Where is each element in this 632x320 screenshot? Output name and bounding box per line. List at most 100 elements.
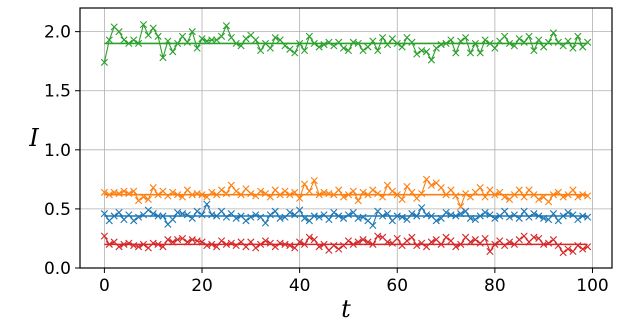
data-point-marker [549,210,558,218]
data-point-marker [408,38,416,46]
data-point-marker [461,189,470,198]
data-point-marker [584,213,592,221]
data-point-marker [418,204,426,212]
data-point-marker [213,36,221,44]
data-point-marker [515,186,523,194]
data-point-marker [544,215,553,224]
data-point-marker [437,214,445,222]
data-point-marker [276,36,284,44]
data-point-marker [344,211,353,219]
data-point-marker [188,214,196,222]
data-point-marker [310,176,318,185]
data-point-marker [217,186,226,194]
data-point-marker [178,32,187,40]
data-point-marker [559,193,567,201]
data-point-marker [520,38,528,46]
data-point-marker [325,38,333,46]
data-point-marker [183,238,191,246]
data-point-marker [584,192,592,200]
data-point-marker [134,197,143,205]
data-point-marker [427,238,436,246]
data-point-marker [115,28,123,36]
data-point-marker [339,44,348,52]
y-axis-label: I [28,124,39,152]
data-point-marker [315,243,323,251]
data-point-marker [256,213,265,221]
plot-frame [79,7,613,269]
data-point-marker [213,243,221,251]
data-point-marker [422,48,431,56]
data-point-marker [369,37,377,45]
data-point-marker [388,187,396,195]
data-point-marker [354,197,362,205]
data-point-marker [330,42,338,50]
data-point-marker [574,193,582,201]
data-point-marker [222,22,231,30]
data-point-marker [198,191,206,199]
data-point-marker [100,58,108,66]
data-point-marker [544,38,553,46]
data-point-marker [427,181,436,189]
data-point-marker [125,189,133,198]
data-point-marker [584,38,592,46]
data-point-marker [461,33,470,42]
data-point-marker [286,208,294,217]
data-point-marker [286,45,294,53]
data-point-marker [369,240,377,248]
data-point-marker [481,193,489,201]
data-point-marker [369,186,377,194]
x-tick-label: 80 [484,276,506,296]
data-point-marker [432,44,440,52]
data-point-marker [515,35,523,43]
data-point-marker [130,36,138,44]
data-point-marker [549,236,558,244]
data-point-marker [164,192,172,200]
data-point-marker [374,189,382,198]
data-point-marker [154,32,162,40]
data-point-marker [300,240,309,248]
data-point-marker [178,234,187,243]
data-point-marker [505,213,514,221]
data-point-marker [159,212,167,220]
data-point-marker [398,213,406,221]
data-point-marker [139,240,148,248]
data-point-marker [266,211,274,219]
data-point-marker [120,36,128,44]
data-point-marker [120,187,128,195]
data-point-marker [491,214,499,222]
data-point-marker [139,193,148,201]
data-point-marker [359,46,367,55]
data-point-marker [442,233,450,241]
data-point-marker [408,233,416,241]
data-point-marker [296,206,304,214]
data-point-marker [242,35,250,43]
data-point-marker [300,214,309,222]
data-point-marker [261,219,270,227]
data-point-marker [105,36,113,44]
x-axis-label: t [341,295,351,320]
data-point-marker [481,234,489,243]
data-point-marker [198,238,206,246]
data-point-marker [564,37,572,45]
y-tick-label: 0.0 [44,259,71,279]
data-point-marker [427,56,436,64]
data-point-marker [383,210,392,218]
data-point-marker [130,187,138,195]
data-point-marker [227,239,235,247]
data-point-marker [261,237,270,245]
data-point-marker [139,20,148,29]
data-point-marker [359,236,367,244]
data-point-marker [584,243,592,251]
data-point-marker [569,186,577,194]
data-point-marker [574,241,582,250]
data-point-marker [349,187,357,195]
data-point-marker [525,213,533,221]
data-point-marker [125,39,133,48]
data-point-marker [471,215,479,224]
data-point-marker [330,208,338,217]
data-point-marker [413,212,421,220]
data-point-marker [393,39,401,48]
data-point-marker [530,46,538,55]
data-point-marker [344,46,353,55]
x-tick-label: 100 [576,276,608,296]
